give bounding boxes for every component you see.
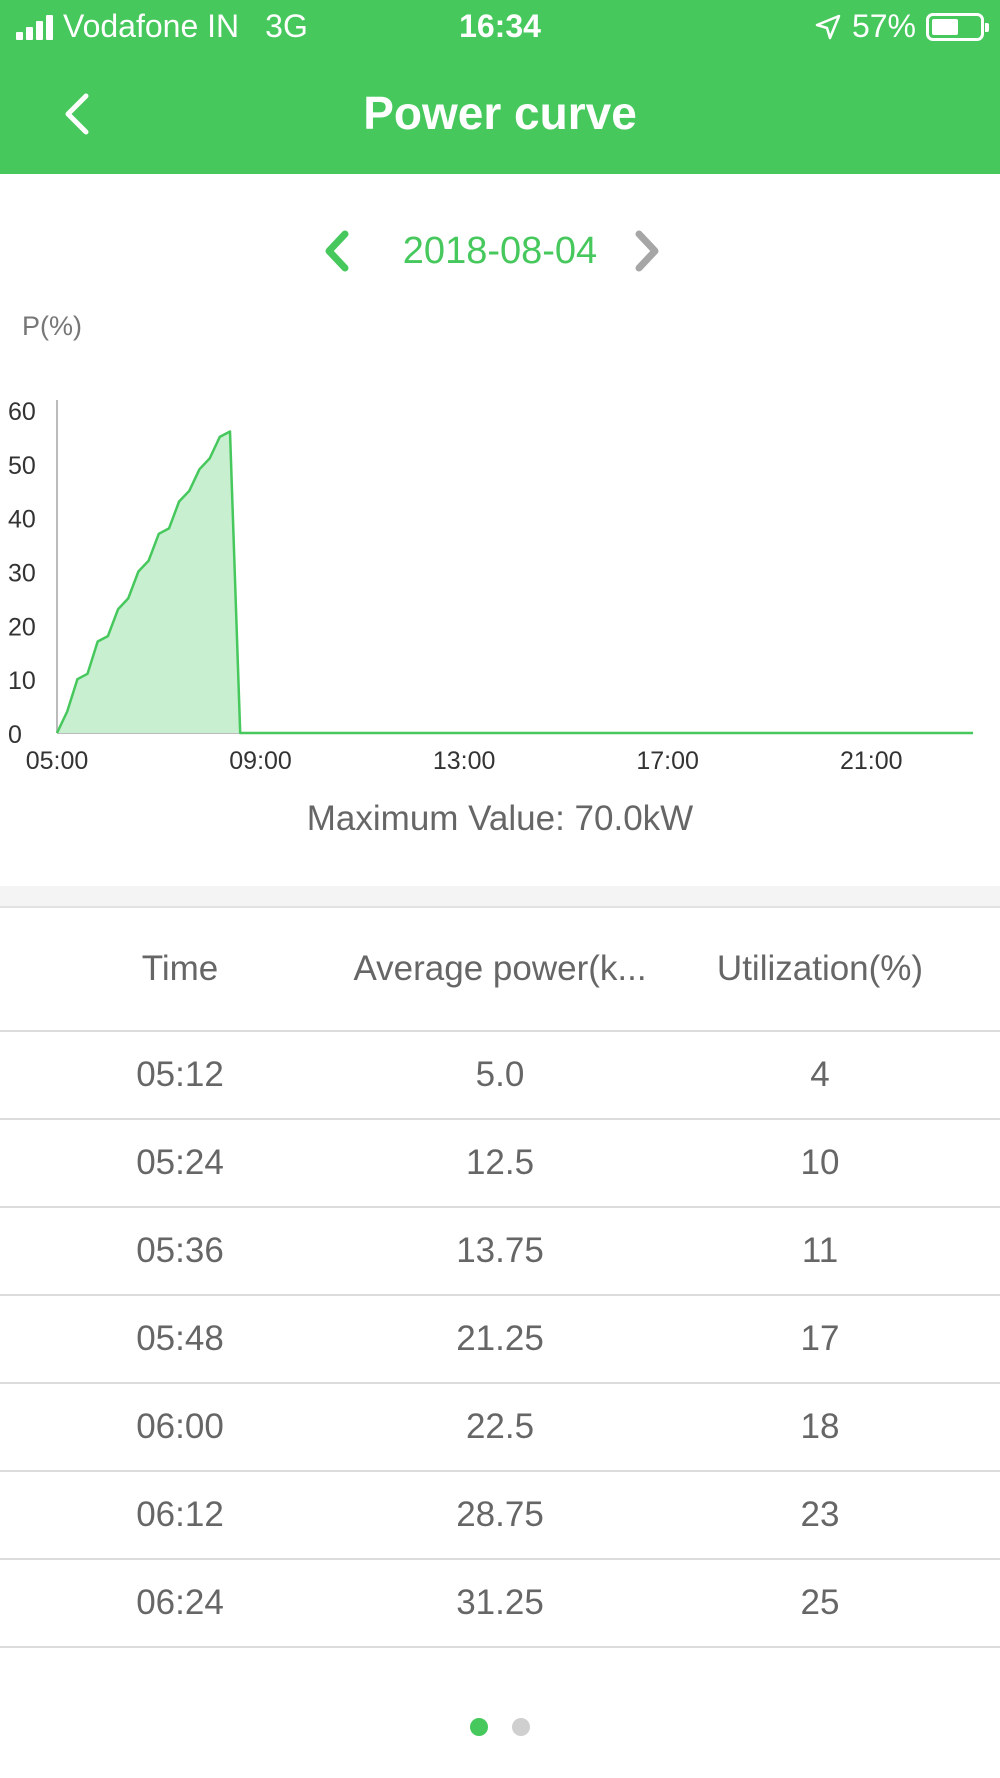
power-chart: P(%) 0 10 20 30 40 50 60 05:00 09:00 13:00 17:00 21:… <box>0 310 1000 840</box>
y-tick-label: 40 <box>8 506 36 534</box>
cell-time: 05:36 <box>136 1231 224 1270</box>
table-row: 05:12 5.0 4 <box>0 1032 1000 1120</box>
cell-time: 05:12 <box>136 1055 224 1094</box>
page-dot[interactable] <box>512 1718 530 1736</box>
x-tick-label: 21:00 <box>840 747 903 775</box>
table-header: Time Average power(k... Utilization(%) <box>0 908 1000 1032</box>
cell-average-power: 12.5 <box>465 1143 535 1182</box>
series-area <box>57 431 973 733</box>
table-row: 06:00 22.5 18 <box>0 1384 1000 1472</box>
cell-average-power: 31.25 <box>456 1583 544 1622</box>
x-tick-label: 09:00 <box>229 747 292 775</box>
cell-utilization: 11 <box>801 1231 839 1270</box>
cell-time: 05:24 <box>136 1143 224 1182</box>
selected-date[interactable]: 2018-08-04 <box>402 230 598 272</box>
table-row: 05:36 13.75 11 <box>0 1208 1000 1296</box>
cell-time: 05:48 <box>136 1319 224 1358</box>
location-arrow-icon <box>815 14 841 39</box>
y-tick-label: 60 <box>8 398 36 426</box>
chevron-left-icon <box>65 93 89 135</box>
battery-percent: 57% <box>851 8 916 44</box>
cell-utilization: 4 <box>810 1055 830 1094</box>
table-row: 05:48 21.25 17 <box>0 1296 1000 1384</box>
network-type: 3G <box>265 8 308 44</box>
x-tick-label: 17:00 <box>636 747 699 775</box>
x-tick-label: 05:00 <box>26 747 89 775</box>
power-chart-svg: P(%) 0 10 20 30 40 50 60 05:00 09:00 13:00 17:00 21:… <box>8 311 974 775</box>
status-time: 16:34 <box>459 8 541 44</box>
header-bar: Vodafone IN 3G 16:34 57% Power curve <box>0 0 1000 174</box>
chevron-left-icon <box>325 230 349 272</box>
series-line <box>55 430 973 735</box>
next-date-button[interactable] <box>623 226 669 276</box>
cell-utilization: 18 <box>800 1407 840 1446</box>
previous-date-button[interactable] <box>315 226 361 276</box>
cell-time: 06:24 <box>136 1583 224 1622</box>
cell-time: 06:12 <box>136 1495 224 1534</box>
table-row: 06:12 28.75 23 <box>0 1472 1000 1560</box>
y-tick-label: 10 <box>8 667 36 695</box>
column-header-average-power: Average power(k... <box>353 949 647 988</box>
date-selector: 2018-08-04 <box>0 222 1000 282</box>
column-header-utilization: Utilization(%) <box>716 949 924 988</box>
cell-average-power: 21.25 <box>456 1319 544 1358</box>
back-button[interactable] <box>52 84 112 144</box>
chevron-right-icon <box>635 230 659 272</box>
table-row: 06:24 31.25 25 <box>0 1560 1000 1648</box>
cell-utilization: 17 <box>800 1319 840 1358</box>
cell-average-power: 22.5 <box>465 1407 535 1446</box>
page-title: Power curve <box>363 87 637 139</box>
y-axis-label: P(%) <box>22 311 82 341</box>
cell-time: 06:00 <box>136 1407 224 1446</box>
cell-utilization: 25 <box>800 1583 840 1622</box>
max-value-label: Maximum Value: 70.0kW <box>306 799 694 838</box>
y-tick-label: 50 <box>8 452 36 480</box>
page-dot[interactable] <box>470 1718 488 1736</box>
x-tick-label: 13:00 <box>433 747 496 775</box>
battery-icon <box>926 12 989 41</box>
data-table: Time Average power(k... Utilization(%) 0… <box>0 908 1000 1648</box>
column-header-time: Time <box>141 949 219 988</box>
table-row: 05:24 12.5 10 <box>0 1120 1000 1208</box>
cell-average-power: 28.75 <box>456 1495 544 1534</box>
cell-utilization: 10 <box>800 1143 840 1182</box>
carrier-name: Vodafone IN <box>63 8 240 44</box>
status-right: 57% <box>814 8 989 45</box>
status-left: Vodafone IN 3G <box>16 8 308 45</box>
status-bar: Vodafone IN 3G 16:34 57% <box>0 0 1000 56</box>
cell-utilization: 23 <box>800 1495 840 1534</box>
y-tick-label: 30 <box>8 560 36 588</box>
cell-average-power: 5.0 <box>475 1055 525 1094</box>
cell-average-power: 13.75 <box>456 1231 544 1270</box>
signal-icon <box>16 14 53 40</box>
navigation-bar: Power curve <box>0 70 1000 160</box>
y-tick-label: 20 <box>8 613 36 641</box>
page-indicator <box>0 1718 1000 1736</box>
y-tick-label: 0 <box>8 721 22 749</box>
section-divider <box>0 886 1000 908</box>
